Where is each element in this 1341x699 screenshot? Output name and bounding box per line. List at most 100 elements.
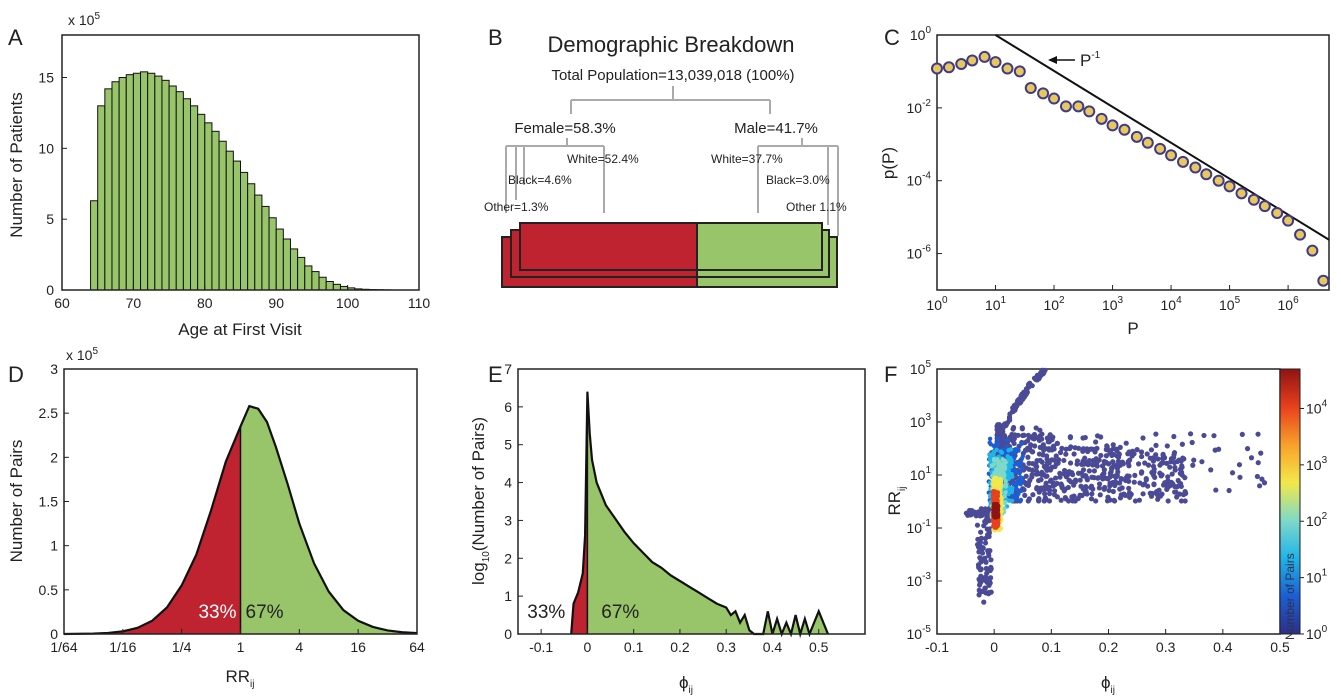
scatter-point: [1165, 474, 1171, 480]
scatter-point: [978, 566, 984, 572]
scatter-point: [1014, 401, 1020, 407]
scatter-point: [994, 442, 1000, 448]
scatter-point: [1258, 450, 1264, 456]
data-point: [1001, 62, 1014, 75]
male-other-label: Other 1.1%: [786, 200, 847, 214]
scatter-point: [968, 512, 974, 518]
y-tick-label: 2.5: [39, 405, 59, 421]
scatter-point: [1176, 457, 1182, 463]
scatter-point: [1135, 461, 1142, 467]
scatter-point: [1041, 498, 1047, 504]
scatter-point: [1049, 447, 1055, 453]
scatter-point: [986, 582, 992, 588]
scatter-point: [1006, 416, 1013, 422]
scatter-point: [993, 512, 999, 518]
histogram-bar: [318, 276, 327, 291]
histogram-bar: [125, 74, 134, 291]
scatter-point: [1072, 445, 1078, 451]
colorbar-tick-label: 104: [1306, 398, 1328, 416]
scatter-point: [978, 535, 984, 541]
scatter-point: [1002, 473, 1007, 478]
scatter-point: [1057, 474, 1063, 480]
scatter-point: [1167, 464, 1173, 470]
x-tick-label: 102: [1043, 295, 1065, 313]
scatter-point: [977, 540, 983, 546]
x-tick-label: 110: [408, 295, 431, 311]
scatter-point: [1110, 459, 1116, 465]
y-tick-label: 0.5: [39, 582, 59, 598]
scatter-point: [1149, 490, 1155, 497]
x-tick-label: 0.2: [670, 639, 690, 655]
scatter-point: [971, 511, 978, 517]
panel-f-colorbar: [1279, 368, 1301, 635]
scatter-point: [1189, 439, 1195, 446]
scatter-point: [976, 592, 982, 598]
data-point: [1072, 100, 1085, 113]
scatter-point: [981, 557, 987, 564]
scatter-point: [1054, 440, 1061, 447]
scatter-point: [1104, 444, 1110, 450]
scatter-point: [1144, 451, 1150, 457]
histogram-bar: [147, 72, 156, 291]
scatter-point: [1126, 485, 1132, 491]
scatter-point: [1041, 447, 1047, 453]
scatter-point: [1019, 466, 1025, 471]
panel-f-colorbar-label: Number of Pairs: [1283, 553, 1297, 640]
y-tick-label: 105: [910, 359, 932, 377]
scatter-point: [1134, 447, 1140, 453]
panel-label-c: C: [884, 25, 900, 50]
scatter-point: [1018, 488, 1023, 494]
histogram-bar: [204, 122, 213, 291]
scatter-point: [1033, 425, 1039, 431]
panel-d-ticks: 1/64 1/16 1/4 1 4 16 64 0 0.5 1 1.5 2 2.5 3: [39, 361, 425, 655]
panel-a-ticks: 60 70 80 90 100 110 0 5 10 15: [38, 70, 430, 312]
scatter-point: [1032, 443, 1038, 449]
data-point: [1294, 228, 1307, 241]
scatter-point: [1161, 454, 1168, 461]
data-point: [1095, 112, 1108, 125]
data-point: [931, 62, 943, 75]
x-tick-label: 1/64: [50, 639, 77, 655]
histogram-bar: [218, 140, 227, 291]
scatter-point: [988, 564, 994, 570]
scatter-point: [1013, 474, 1019, 480]
scatter-point: [1154, 491, 1160, 497]
scatter-point: [1012, 469, 1018, 475]
scatter-point: [1025, 480, 1031, 486]
scatter-point: [1199, 459, 1205, 465]
y-tick-label: 0: [504, 626, 512, 642]
x-tick-label: 103: [1102, 295, 1124, 313]
histogram-bar: [182, 98, 192, 291]
x-tick-label: 0.4: [763, 639, 783, 655]
scatter-point: [1029, 472, 1035, 478]
scatter-point: [994, 483, 999, 489]
histogram-bar: [111, 81, 120, 291]
panel-d-xlabel: RRij: [225, 667, 254, 690]
histogram-bar: [90, 200, 99, 291]
scatter-point: [1002, 458, 1008, 464]
scatter-point: [1208, 467, 1214, 473]
x-tick-label: 60: [54, 295, 70, 311]
scatter-point: [991, 451, 996, 457]
scatter-point: [1142, 460, 1148, 466]
panel-a-bars: [90, 71, 391, 291]
data-point: [1235, 187, 1248, 200]
scatter-point: [1088, 446, 1094, 452]
panel-f-ticks: -0.1 0 0.1 0.2 0.3 0.4 0.5 10-5 10-3 10-1 101 103 10…: [907, 359, 1290, 655]
scatter-point: [1037, 370, 1044, 376]
scatter-point: [1009, 498, 1015, 504]
scatter-point: [1033, 468, 1040, 474]
scatter-point: [1010, 426, 1016, 432]
y-tick-label: 101: [910, 465, 932, 483]
scatter-point: [1108, 447, 1114, 454]
scatter-point: [1036, 477, 1042, 484]
scatter-point: [1052, 482, 1058, 488]
scatter-point: [979, 544, 985, 551]
y-tick-label: 0: [50, 626, 58, 642]
female-other-label: Other=1.3%: [484, 200, 549, 214]
scatter-point: [1065, 498, 1072, 504]
scatter-point: [1096, 481, 1103, 487]
histogram-bar: [247, 183, 256, 291]
y-tick-label: 10: [38, 140, 54, 156]
